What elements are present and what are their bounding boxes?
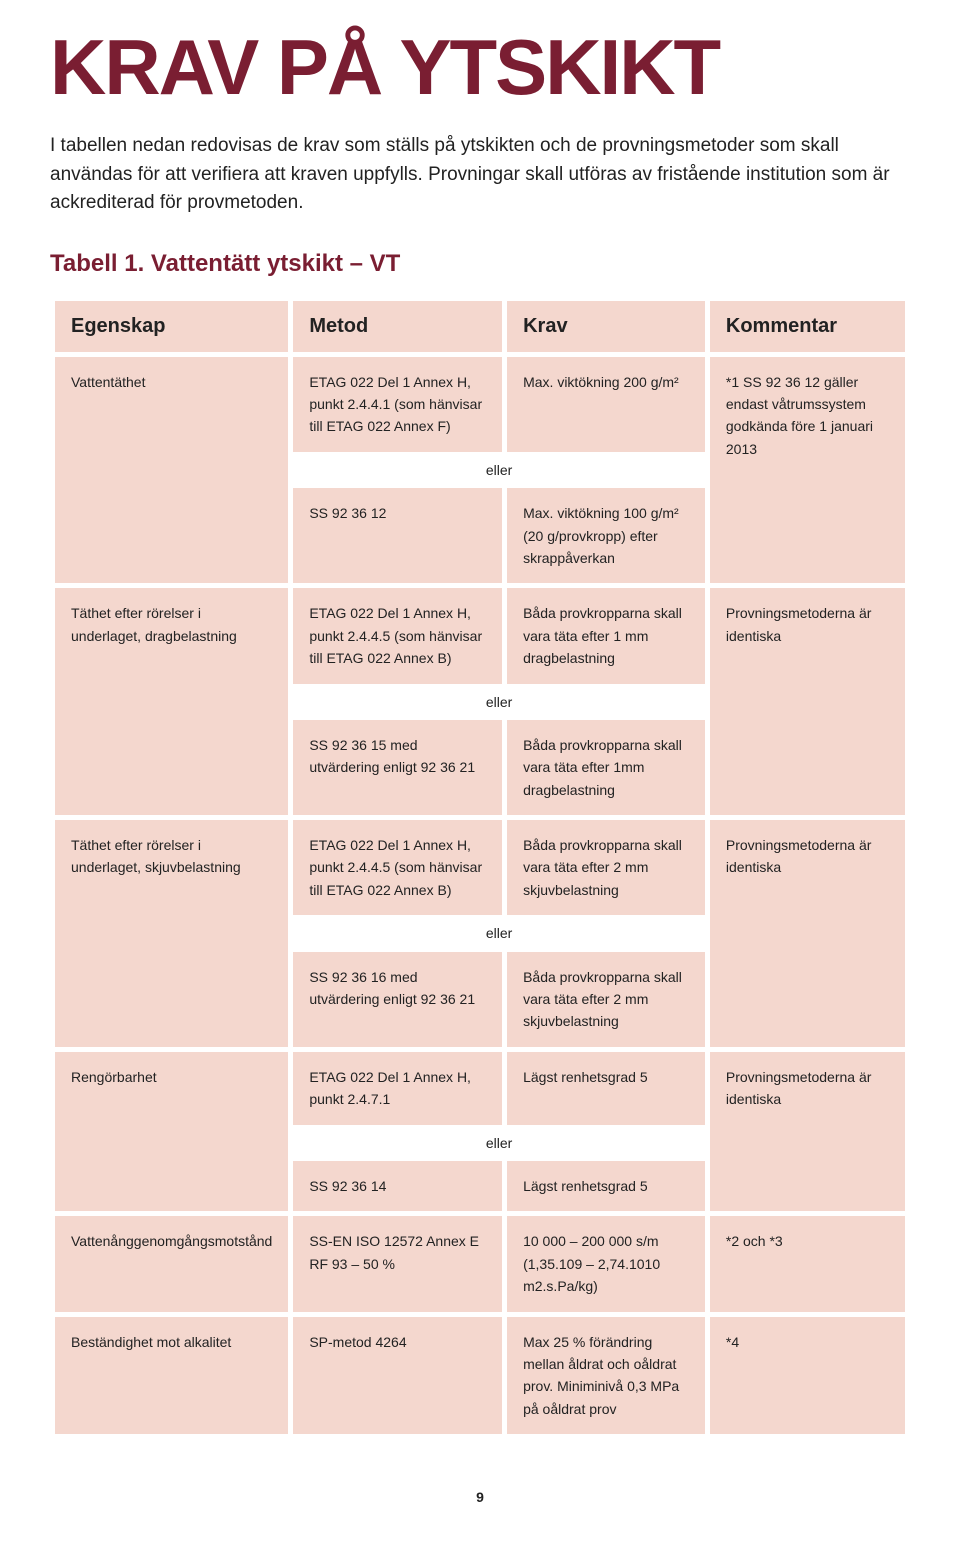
eller-separator: eller	[293, 457, 705, 483]
cell-krav: 10 000 – 200 000 s/m (1,35.109 – 2,74.10…	[507, 1216, 705, 1311]
eller-separator: eller	[293, 920, 705, 946]
header-kommentar: Kommentar	[710, 301, 905, 352]
cell-metod: SS 92 36 15 med utvärdering enligt 92 36…	[293, 720, 502, 815]
cell-kommentar: Provningsmetoderna är identiska	[710, 820, 905, 1047]
table-caption: Tabell 1. Vattentätt ytskikt – VT	[50, 250, 910, 278]
table-row: Beständighet mot alkalitet SP-metod 4264…	[55, 1317, 905, 1435]
cell-metod: ETAG 022 Del 1 Annex H, punkt 2.4.4.5 (s…	[293, 820, 502, 915]
page-number: 9	[50, 1489, 910, 1505]
cell-kommentar: *4	[710, 1317, 905, 1435]
cell-metod: ETAG 022 Del 1 Annex H, punkt 2.4.7.1	[293, 1052, 502, 1125]
cell-metod: SS 92 36 16 med utvärdering enligt 92 36…	[293, 952, 502, 1047]
page-title: KRAV PÅ YTSKIKT	[50, 30, 910, 104]
cell-krav: Max. viktökning 100 g/m² (20 g/provkropp…	[507, 488, 705, 583]
table-row: Täthet efter rörelser i underlaget, drag…	[55, 588, 905, 683]
cell-krav: Båda provkropparna skall vara täta efter…	[507, 720, 705, 815]
table-header-row: Egenskap Metod Krav Kommentar	[55, 301, 905, 352]
eller-separator: eller	[293, 1130, 705, 1156]
table-row: Vattentäthet ETAG 022 Del 1 Annex H, pun…	[55, 357, 905, 452]
cell-kommentar: *2 och *3	[710, 1216, 905, 1311]
cell-egenskap: Beständighet mot alkalitet	[55, 1317, 288, 1435]
cell-metod: ETAG 022 Del 1 Annex H, punkt 2.4.4.1 (s…	[293, 357, 502, 452]
cell-metod: SP-metod 4264	[293, 1317, 502, 1435]
intro-paragraph: I tabellen nedan redovisas de krav som s…	[50, 132, 910, 218]
header-metod: Metod	[293, 301, 502, 352]
cell-kommentar: Provningsmetoderna är identiska	[710, 1052, 905, 1212]
table-row: Vattenånggenomgångsmotstånd SS-EN ISO 12…	[55, 1216, 905, 1311]
cell-krav: Båda provkropparna skall vara täta efter…	[507, 820, 705, 915]
requirements-table: Egenskap Metod Krav Kommentar Vattentäth…	[50, 296, 910, 1440]
table-row: Rengörbarhet ETAG 022 Del 1 Annex H, pun…	[55, 1052, 905, 1125]
cell-metod: SS 92 36 14	[293, 1161, 502, 1211]
cell-metod: SS-EN ISO 12572 Annex E RF 93 – 50 %	[293, 1216, 502, 1311]
cell-egenskap: Vattentäthet	[55, 357, 288, 584]
header-egenskap: Egenskap	[55, 301, 288, 352]
cell-krav: Lägst renhetsgrad 5	[507, 1161, 705, 1211]
header-krav: Krav	[507, 301, 705, 352]
cell-egenskap: Täthet efter rörelser i underlaget, skju…	[55, 820, 288, 1047]
cell-egenskap: Täthet efter rörelser i underlaget, drag…	[55, 588, 288, 815]
table-row: Täthet efter rörelser i underlaget, skju…	[55, 820, 905, 915]
cell-kommentar: Provningsmetoderna är identiska	[710, 588, 905, 815]
cell-krav: Max. viktökning 200 g/m²	[507, 357, 705, 452]
cell-metod: ETAG 022 Del 1 Annex H, punkt 2.4.4.5 (s…	[293, 588, 502, 683]
cell-egenskap: Vattenånggenomgångsmotstånd	[55, 1216, 288, 1311]
cell-krav: Max 25 % förändring mellan åldrat och oå…	[507, 1317, 705, 1435]
cell-metod: SS 92 36 12	[293, 488, 502, 583]
eller-separator: eller	[293, 689, 705, 715]
cell-krav: Lägst renhetsgrad 5	[507, 1052, 705, 1125]
cell-kommentar: *1 SS 92 36 12 gäller endast våtrumssyst…	[710, 357, 905, 584]
cell-egenskap: Rengörbarhet	[55, 1052, 288, 1212]
cell-krav: Båda provkropparna skall vara täta efter…	[507, 588, 705, 683]
cell-krav: Båda provkropparna skall vara täta efter…	[507, 952, 705, 1047]
